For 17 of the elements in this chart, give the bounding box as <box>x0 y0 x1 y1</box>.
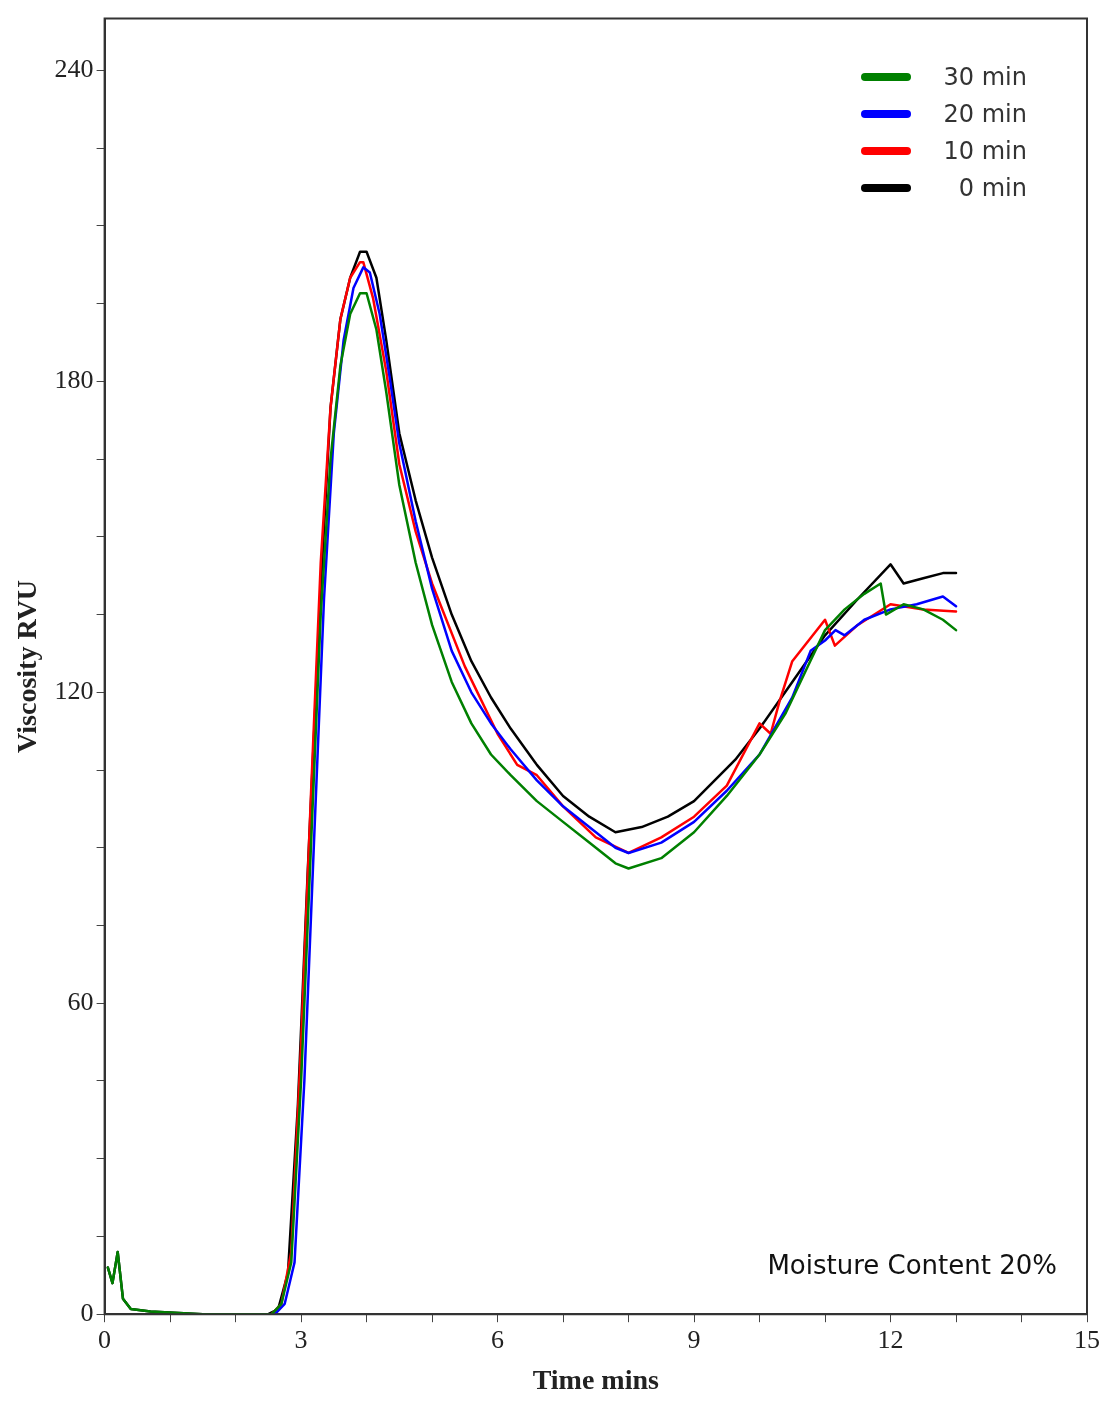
y-tick-label: 60 <box>67 987 94 1017</box>
legend-label: 20 min <box>942 100 1027 129</box>
x-tick-label: 15 <box>1074 1324 1100 1354</box>
x-tick-label: 3 <box>294 1324 308 1354</box>
legend-label: 30 min <box>942 63 1027 92</box>
x-tick-label: 9 <box>687 1324 701 1354</box>
y-tick-label: 0 <box>80 1298 94 1328</box>
annotation: Moisture Content 20% <box>767 1249 1057 1280</box>
y-axis-title: Viscosity RVU <box>11 579 43 753</box>
y-tick-label: 240 <box>54 54 94 84</box>
y-tick-label: 180 <box>54 365 94 395</box>
x-tick-label: 6 <box>491 1324 505 1354</box>
legend-label: 10 min <box>942 137 1027 166</box>
x-tick-label: 12 <box>877 1324 904 1354</box>
y-tick-label: 120 <box>54 676 94 706</box>
x-axis-title: Time mins <box>532 1364 660 1396</box>
legend-label: 0 min <box>957 174 1027 203</box>
